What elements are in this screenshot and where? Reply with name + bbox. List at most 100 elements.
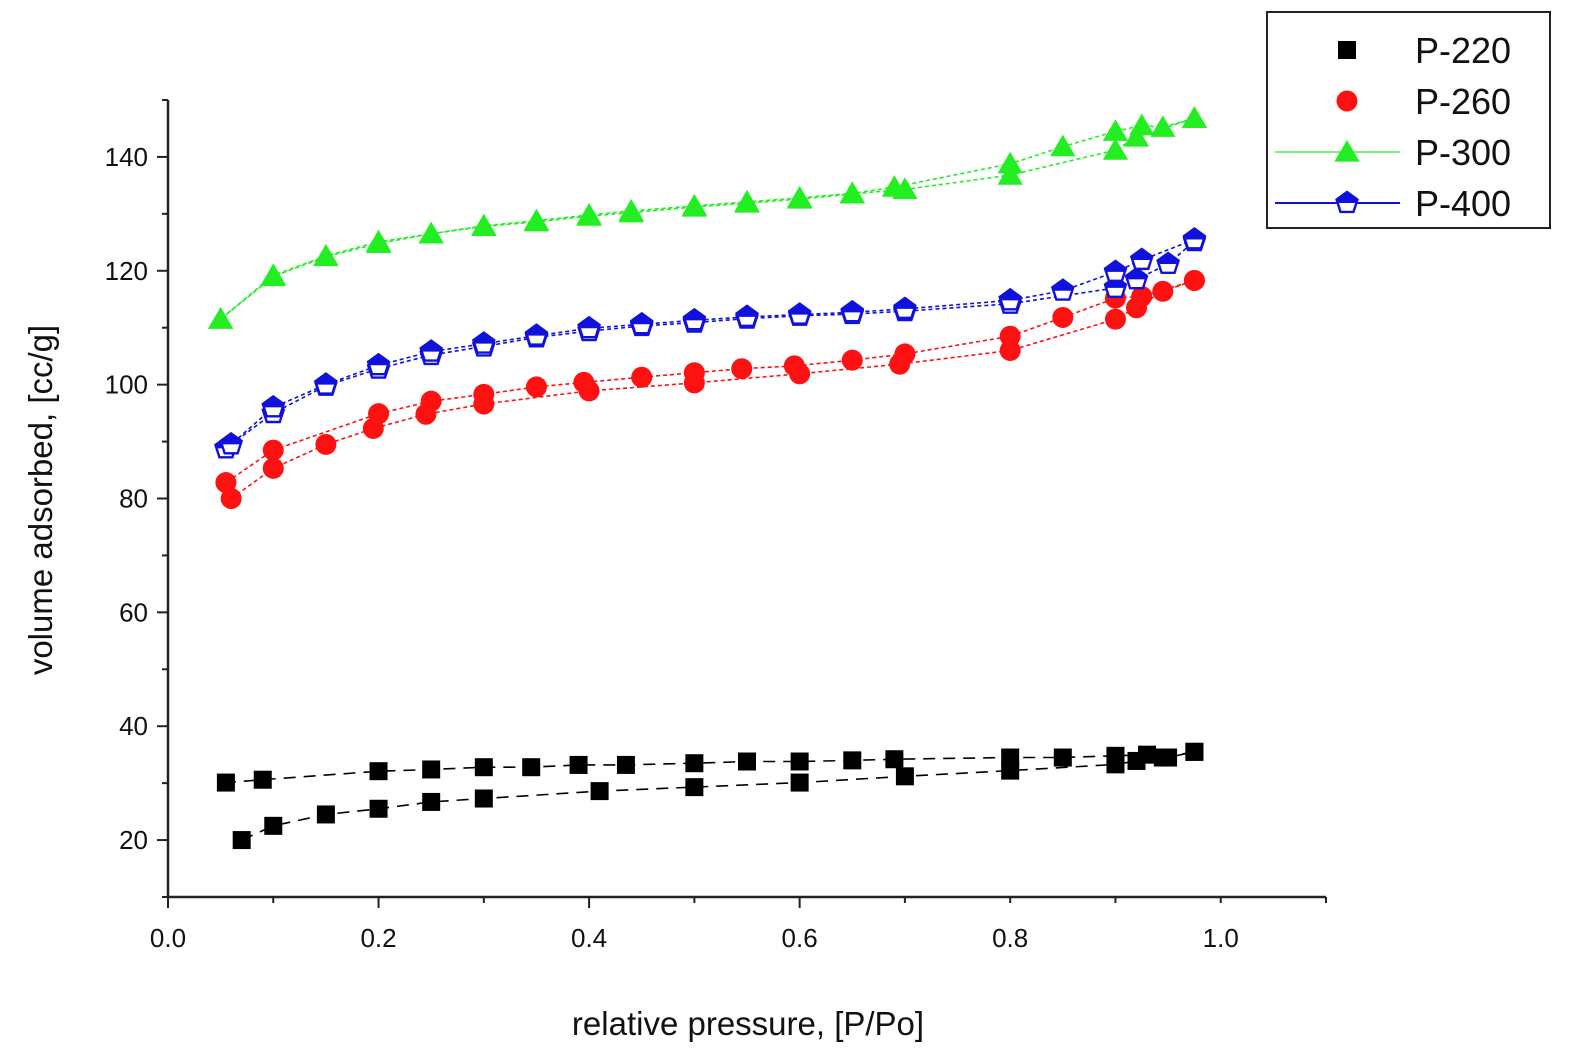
x-tick-label: 0.4 [571, 923, 607, 953]
y-tick-label: 80 [119, 484, 148, 514]
data-point-p-220 [232, 831, 251, 850]
y-tick-label: 20 [119, 825, 148, 855]
data-point-p-220 [522, 758, 541, 777]
data-point-p-220 [1001, 748, 1020, 767]
data-point-p-400 [682, 307, 707, 331]
data-point-p-300 [997, 163, 1023, 185]
data-point-p-300 [997, 151, 1023, 174]
series-markers [208, 106, 1208, 850]
data-point-p-220 [474, 758, 493, 777]
data-point-p-220 [790, 752, 809, 771]
y-tick-label: 140 [105, 142, 148, 172]
data-point-p-220 [685, 754, 704, 773]
data-point-p-260 [573, 371, 595, 393]
data-point-p-260 [631, 366, 653, 388]
data-point-p-220 [1185, 742, 1204, 761]
data-point-p-400 [577, 315, 601, 339]
data-point-p-300 [208, 307, 234, 329]
data-point-p-220 [843, 751, 862, 770]
data-point-p-220 [422, 760, 441, 779]
legend-marker-p-300 [1334, 140, 1360, 162]
data-point-p-220 [253, 770, 272, 789]
x-tick-label: 0.6 [782, 923, 818, 953]
data-point-p-260 [1104, 308, 1126, 330]
legend-label-p-260: P-260 [1415, 81, 1511, 122]
data-point-p-400 [524, 323, 549, 346]
data-point-p-220 [1138, 745, 1157, 764]
data-point-p-300 [1123, 125, 1150, 147]
data-point-p-300 [1181, 106, 1208, 128]
data-point-p-400 [1103, 259, 1128, 283]
data-point-p-300 [787, 185, 813, 208]
data-point-p-220 [685, 778, 704, 797]
data-point-p-300 [839, 181, 865, 203]
data-point-p-260 [1052, 306, 1074, 328]
data-point-p-300 [618, 199, 644, 221]
data-point-p-260 [220, 488, 242, 509]
data-point-p-260 [420, 390, 442, 412]
data-point-p-300 [1050, 134, 1076, 157]
data-point-p-220 [590, 782, 609, 801]
x-tick-label: 0.0 [150, 923, 186, 953]
legend-marker-p-400 [1335, 190, 1359, 214]
data-point-p-260 [999, 325, 1021, 347]
data-point-p-400 [998, 287, 1023, 311]
data-point-p-220 [790, 773, 809, 792]
data-point-p-260 [368, 403, 390, 425]
data-point-p-400 [419, 339, 444, 362]
data-point-p-300 [881, 175, 907, 197]
x-tick-label: 1.0 [1203, 923, 1239, 953]
data-point-p-220 [264, 816, 283, 835]
data-point-p-220 [1106, 746, 1125, 765]
data-point-p-400 [219, 431, 244, 455]
data-point-p-220 [422, 792, 441, 811]
data-point-p-220 [569, 755, 588, 774]
data-point-p-220 [885, 750, 904, 769]
y-tick-label: 40 [119, 711, 148, 741]
data-point-p-260 [473, 383, 495, 405]
data-point-p-300 [1102, 119, 1129, 141]
legend-label-p-400: P-400 [1415, 183, 1511, 224]
data-point-p-260 [215, 472, 237, 494]
data-point-p-300 [313, 243, 339, 266]
data-point-p-400 [1124, 266, 1149, 290]
data-point-p-400 [1129, 247, 1154, 271]
data-point-p-400 [893, 296, 917, 320]
data-point-p-220 [316, 805, 335, 824]
data-point-p-400 [840, 299, 865, 323]
data-point-p-400 [1156, 251, 1180, 275]
data-point-p-260 [525, 376, 547, 398]
legend-label-p-300: P-300 [1415, 132, 1511, 173]
data-point-p-400 [1050, 278, 1075, 301]
data-point-p-220 [474, 789, 493, 808]
data-point-p-220 [216, 773, 235, 792]
data-point-p-300 [365, 229, 392, 252]
data-point-p-300 [734, 189, 760, 212]
data-point-p-300 [523, 208, 550, 231]
y-axis-title: volume adsorbed, [cc/g] [22, 325, 59, 675]
data-point-p-220 [616, 755, 635, 774]
data-point-p-300 [471, 213, 497, 236]
series-line-p-220-adsorption [241, 751, 1195, 841]
y-tick-label: 60 [119, 597, 148, 627]
data-point-p-400 [314, 372, 338, 395]
x-tick-label: 0.2 [360, 923, 396, 953]
y-tick-label: 100 [105, 370, 148, 400]
data-point-p-260 [1183, 269, 1205, 291]
data-point-p-220 [738, 752, 756, 771]
series-line-p-300-adsorption [220, 117, 1195, 320]
data-point-p-400 [471, 331, 496, 354]
data-point-p-260 [731, 358, 753, 380]
data-point-p-260 [841, 349, 863, 371]
data-point-p-400 [787, 302, 812, 325]
data-point-p-300 [1102, 138, 1129, 160]
data-point-p-220 [1153, 748, 1172, 767]
legend-box [1266, 11, 1551, 229]
legend-marker-p-220 [1338, 41, 1356, 59]
data-point-p-260 [1152, 280, 1174, 302]
data-point-p-220 [895, 767, 914, 786]
data-point-p-400 [629, 311, 654, 335]
legend-label-p-220: P-220 [1415, 30, 1511, 71]
data-point-p-260 [783, 355, 805, 377]
